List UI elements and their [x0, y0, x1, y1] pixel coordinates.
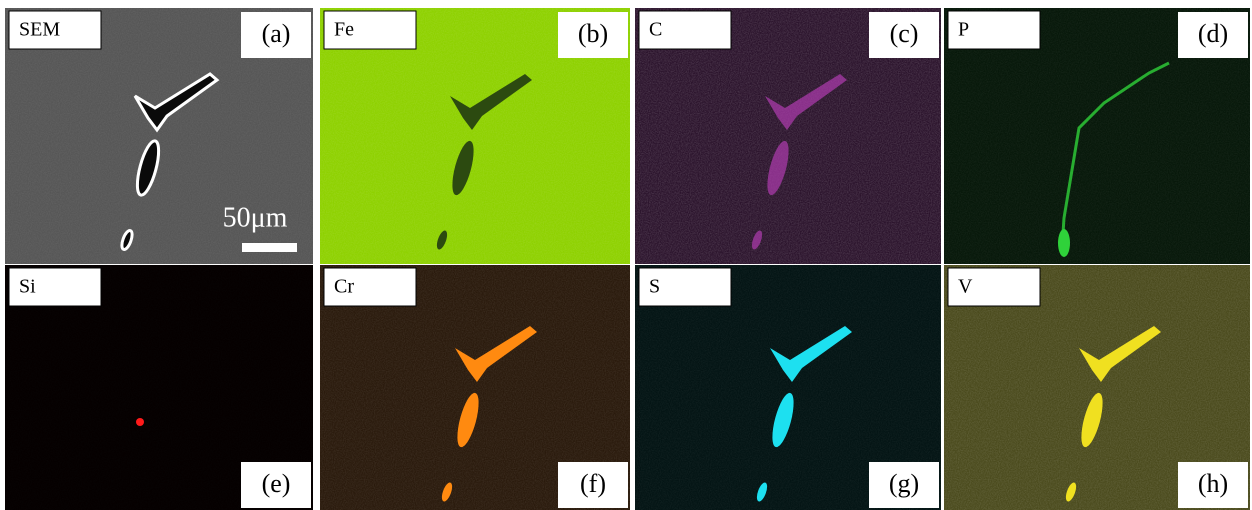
element-label: Fe [334, 19, 354, 41]
element-label: P [958, 19, 969, 41]
inclusion [136, 418, 144, 426]
figure: SEM (a) 50μm Fe (b) C (c) P (d) Si (e) Cr (f) S (g) V (h… [0, 0, 1252, 510]
panel-letter: (c) [890, 19, 919, 48]
panel: P (d) [944, 8, 1250, 264]
inclusion-spot [136, 418, 144, 426]
panel: Fe (b) [320, 8, 630, 264]
element-label: Si [19, 276, 36, 298]
panel: Si (e) [5, 265, 313, 510]
panel-letter: (b) [578, 19, 608, 48]
inclusion-blob [1058, 229, 1070, 257]
panel: SEM (a) 50μm [5, 8, 313, 264]
element-label: Cr [334, 276, 354, 298]
panel-letter: (f) [580, 469, 606, 498]
panel: Cr (f) [320, 265, 630, 510]
panel: V (h) [944, 265, 1250, 510]
element-label: S [649, 276, 660, 298]
panel-letter: (e) [262, 469, 291, 498]
scale-bar [242, 243, 297, 252]
panel-letter: (d) [1198, 19, 1228, 48]
element-label: V [958, 276, 973, 298]
element-label: C [649, 19, 662, 41]
scale-bar-label: 50μm [223, 202, 288, 233]
panel-letter: (a) [262, 19, 291, 48]
panel: S (g) [635, 265, 941, 510]
panel-letter: (h) [1198, 469, 1228, 498]
element-label: SEM [19, 19, 60, 41]
panel: C (c) [635, 8, 941, 264]
panel-letter: (g) [889, 469, 919, 498]
